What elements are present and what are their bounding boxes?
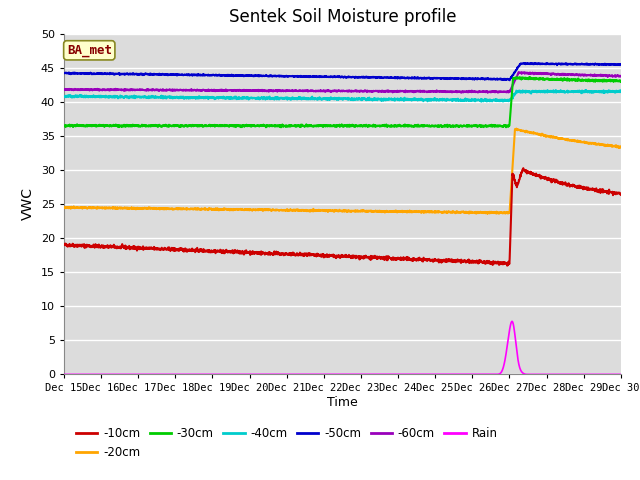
- Y-axis label: VWC: VWC: [21, 188, 35, 220]
- Text: BA_met: BA_met: [67, 44, 112, 57]
- Legend: -10cm, -20cm, -30cm, -40cm, -50cm, -60cm, Rain: -10cm, -20cm, -30cm, -40cm, -50cm, -60cm…: [71, 422, 502, 464]
- Title: Sentek Soil Moisture profile: Sentek Soil Moisture profile: [228, 9, 456, 26]
- X-axis label: Time: Time: [327, 396, 358, 409]
